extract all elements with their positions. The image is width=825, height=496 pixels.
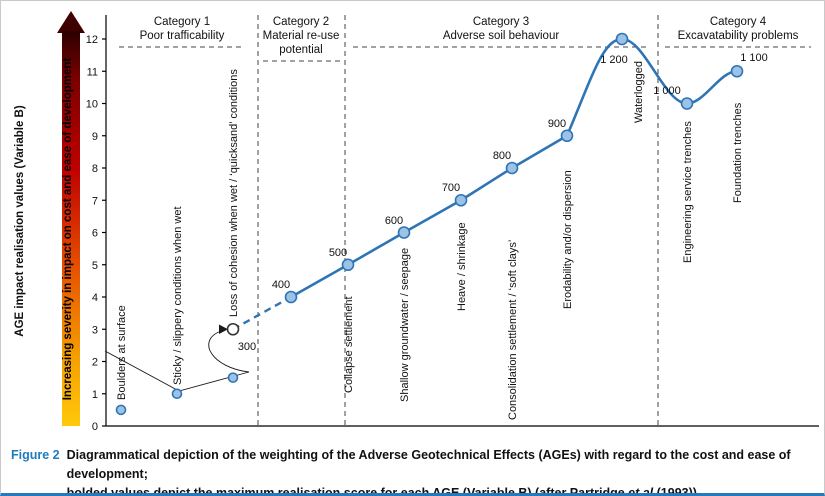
caption-text: Diagrammatical depiction of the weightin… [66, 446, 810, 496]
point-label: Boulders at surface [116, 305, 128, 400]
data-point [505, 161, 519, 175]
value-label: 900 [548, 118, 566, 130]
point-label: Waterlogged [633, 61, 645, 123]
data-point [680, 97, 694, 110]
caption-line-2-pre: bolded values depict the maximum realisa… [66, 485, 629, 496]
point-label: Loss of cohesion when wet / ‘quicksand’ … [228, 69, 240, 317]
category-title: Category 4 [710, 16, 767, 28]
category-title: Category 2 [273, 16, 329, 28]
data-point [397, 226, 411, 239]
category-title: Category 3 [473, 16, 529, 28]
y-tick-label: 9 [92, 131, 98, 143]
caption-line-2-post: (1993)) [653, 485, 697, 496]
point-label: Consolidation settlement / ‘soft clays’ [507, 240, 519, 420]
arrow-head-icon [219, 324, 228, 334]
value-label: 700 [442, 182, 460, 194]
category-title: potential [279, 44, 322, 56]
value-label: 1 000 [653, 85, 681, 97]
arrow-curve [208, 330, 250, 373]
y-tick-label: 8 [92, 163, 98, 175]
category-title: Adverse soil behaviour [443, 30, 560, 42]
value-label: 800 [493, 150, 511, 162]
y-tick-label: 10 [86, 99, 98, 111]
value-label: 300 [238, 341, 256, 353]
value-label: 1 200 [600, 54, 628, 66]
figure-caption: Figure 2 Diagrammatical depiction of the… [1, 438, 824, 496]
dashed-connector [232, 295, 292, 331]
point-label: Shallow groundwater / seepage [399, 248, 411, 402]
value-label: 500 [329, 247, 347, 259]
y-tick-label: 1 [92, 389, 98, 401]
category-title: Category 1 [154, 16, 210, 28]
caption-line-1: Diagrammatical depiction of the weightin… [66, 448, 791, 481]
age-line [289, 37, 739, 299]
caption-line-2: bolded values depict the maximum realisa… [66, 485, 697, 496]
caption-et-al: et al [628, 485, 654, 496]
data-point [341, 258, 355, 272]
severity-gradient-bar [62, 31, 80, 426]
data-point [227, 372, 239, 383]
data-point [560, 129, 574, 143]
point-label: Collapse settlement [343, 296, 355, 393]
point-label: Sticky / slippery conditions when wet [172, 206, 184, 385]
y-tick-label: 4 [92, 292, 98, 304]
data-point [454, 193, 468, 207]
category-title: Excavatability problems [678, 30, 799, 42]
severity-arrow-head-icon [57, 11, 85, 33]
figure-number: Figure 2 [11, 448, 60, 462]
y-tick-label: 0 [92, 421, 98, 433]
category-title: Poor trafficability [140, 30, 225, 42]
point-label: Engineering service trenches [682, 121, 694, 263]
y-tick-label: 5 [92, 260, 98, 272]
data-point [730, 64, 744, 78]
y-tick-label: 7 [92, 195, 98, 207]
y-tick-label: 6 [92, 228, 98, 240]
data-point [115, 404, 127, 416]
category-title: Material re-use [263, 30, 340, 42]
value-label: 600 [385, 215, 403, 227]
point-label: Erodability and/or dispersion [562, 170, 574, 309]
y-tick-label: 12 [86, 34, 98, 46]
point-label: Heave / shrinkage [456, 222, 468, 311]
y-tick-label: 2 [92, 357, 98, 369]
y-tick-label: 3 [92, 324, 98, 336]
data-point [284, 290, 298, 304]
open-point [226, 322, 240, 336]
value-label: 400 [272, 279, 290, 291]
data-point [615, 32, 629, 46]
point-label: Foundation trenches [732, 102, 744, 203]
value-label: 1 100 [740, 52, 768, 64]
y-tick-label: 11 [87, 66, 98, 78]
data-point [171, 388, 183, 400]
